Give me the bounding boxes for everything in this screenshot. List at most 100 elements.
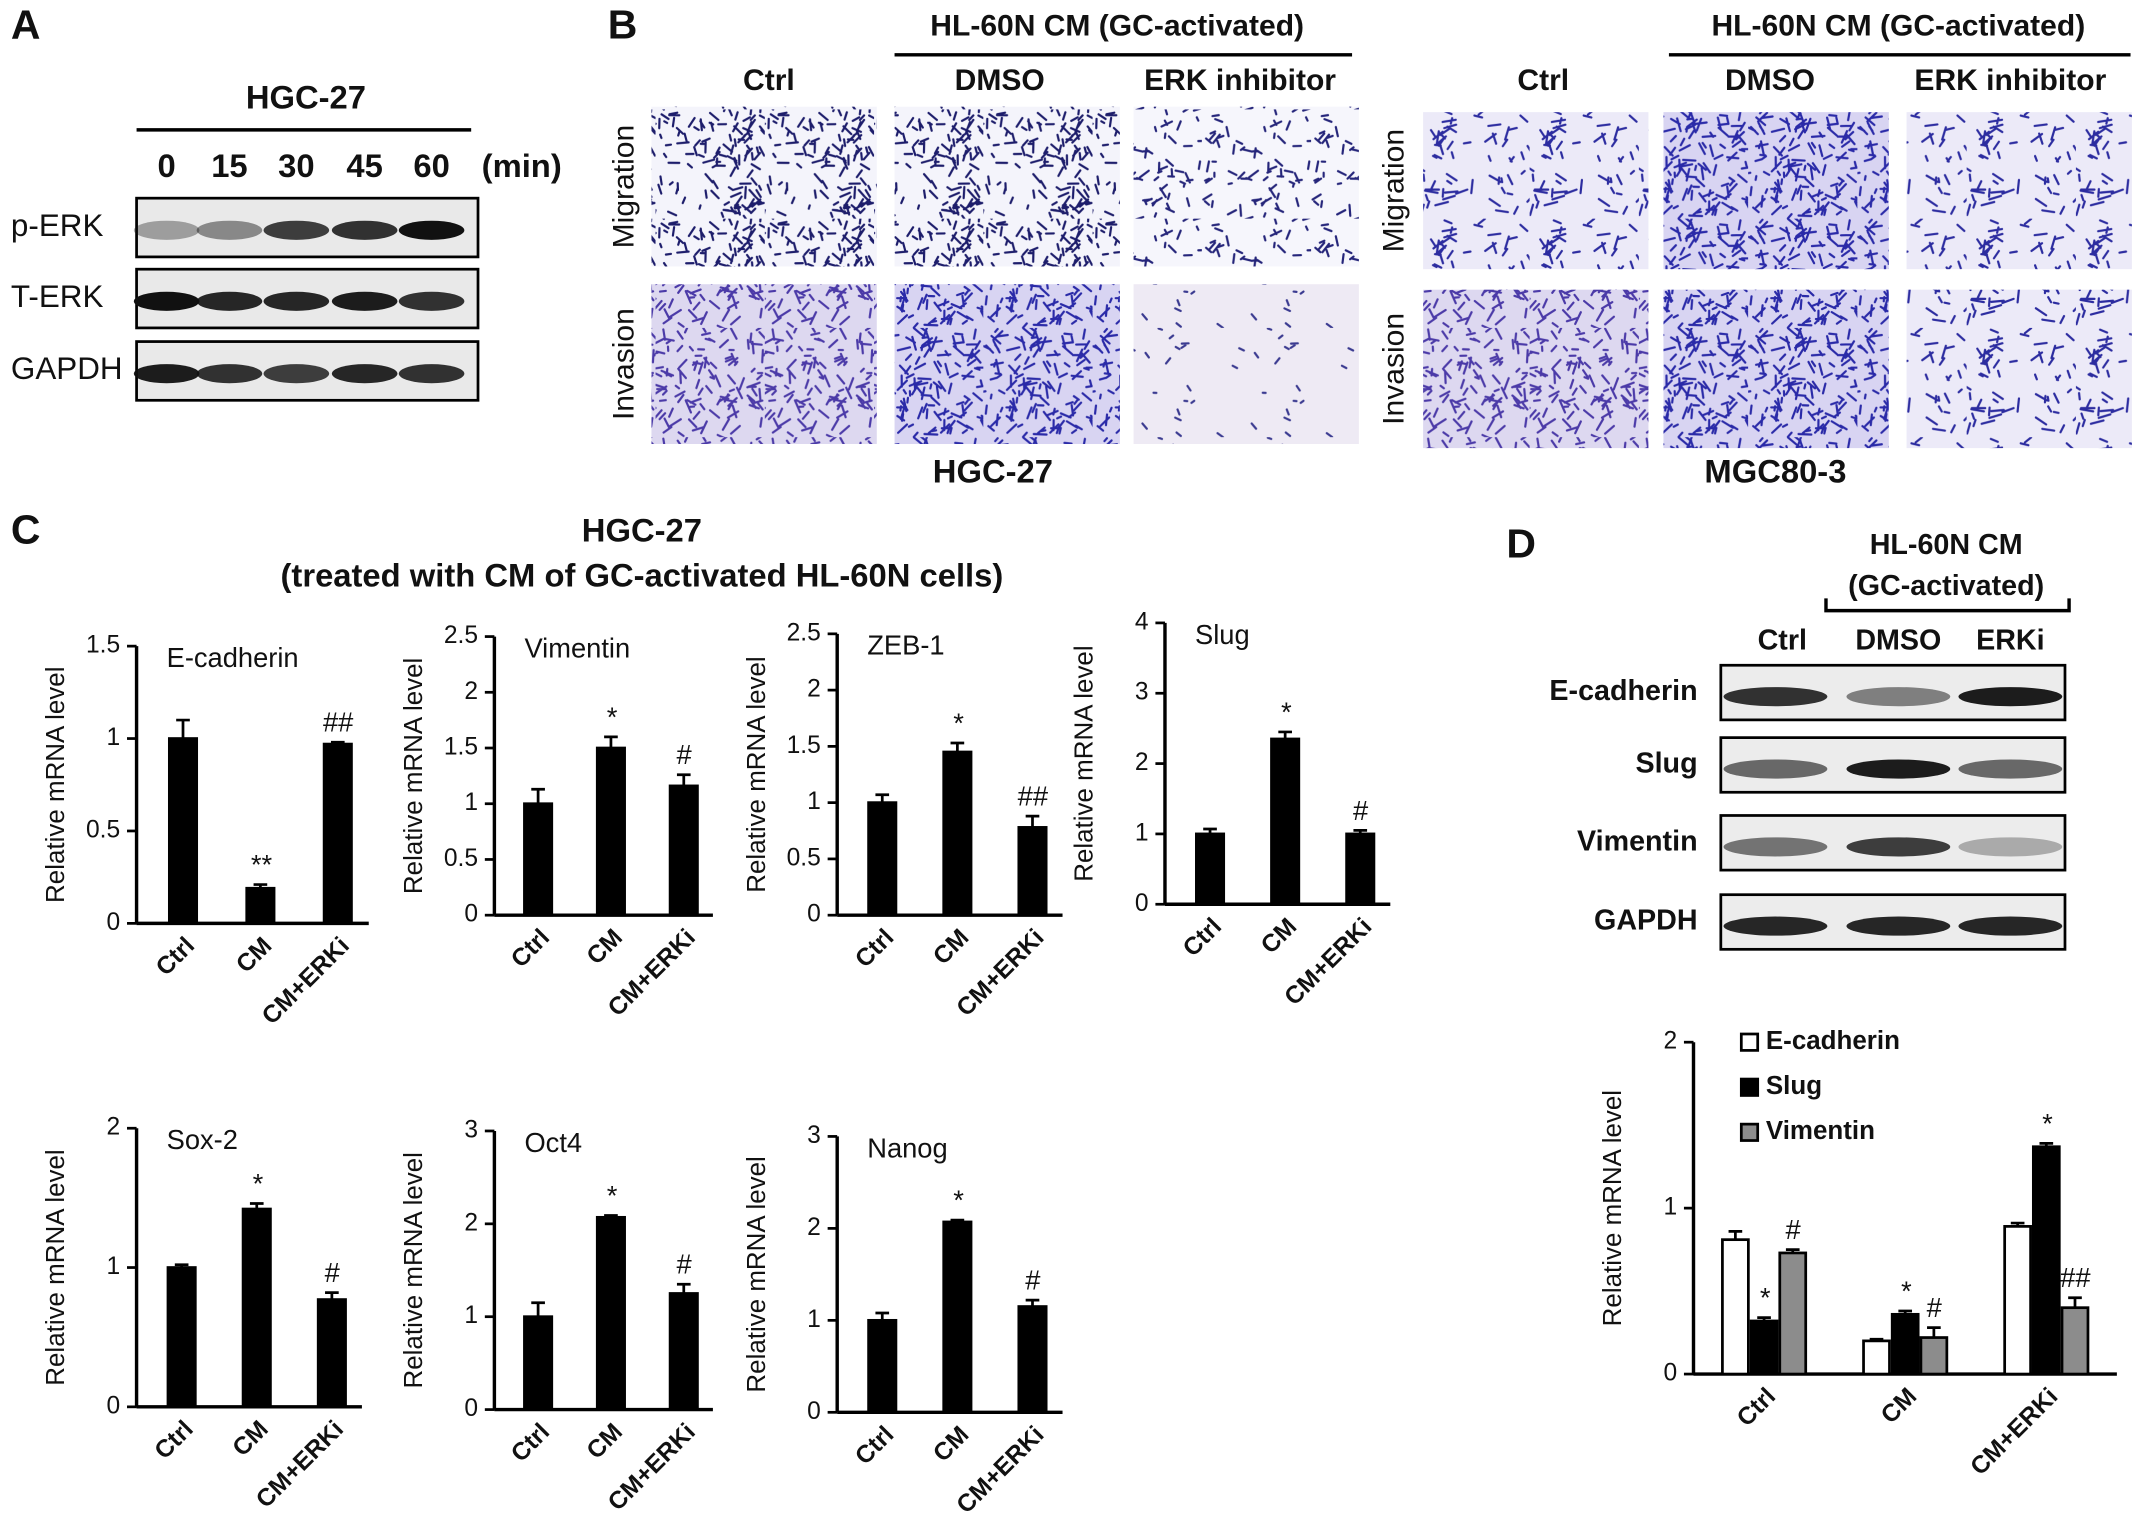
bar [316, 1298, 347, 1409]
y-axis-label: Relative mRNA level [1071, 645, 1099, 881]
y-tick-label: 2 [464, 1209, 478, 1236]
y-tick-label: 0 [807, 1398, 821, 1425]
x-tick-label: CM [231, 932, 277, 978]
micrograph [1906, 112, 2132, 270]
annotation: * [606, 1180, 618, 1211]
x-tick-label: CM [228, 1416, 274, 1462]
annotation: # [1785, 1214, 1801, 1245]
x-tick-label: Ctrl [151, 932, 200, 981]
error-bar [676, 773, 691, 786]
error-bar [174, 1263, 189, 1268]
annotation: * [606, 701, 618, 732]
bar [1017, 826, 1048, 917]
y-tick-label: 2 [1135, 749, 1149, 776]
bar [942, 1220, 973, 1414]
annotation: * [1900, 1275, 1912, 1306]
y-tick-label: 1.5 [787, 732, 821, 759]
group-header: HL-60N CM [1870, 529, 2023, 561]
y-tick-label: 3 [1135, 679, 1149, 706]
annotation: # [1926, 1292, 1942, 1323]
annotation: * [1280, 696, 1292, 727]
group-header: HL-60N CM (GC-activated) [930, 9, 1304, 42]
column-header: DMSO [955, 64, 1045, 97]
error-bar [1278, 730, 1292, 739]
chart-title: Oct4 [524, 1127, 582, 1158]
y-tick-label: 1 [1663, 1194, 1677, 1221]
x-tick-label: Ctrl [1732, 1383, 1781, 1432]
micrograph [894, 106, 1120, 267]
row-label: Migration [607, 125, 640, 249]
x-tick-label: CM [582, 1418, 628, 1464]
chart-title: Slug [1195, 619, 1250, 650]
y-axis-label: Relative mRNA level [42, 1149, 70, 1385]
band [263, 291, 330, 311]
panel-label: A [11, 1, 41, 47]
band [133, 291, 200, 311]
error-bar [249, 1202, 264, 1210]
error-bar [2010, 1221, 2025, 1227]
bar [668, 1292, 699, 1411]
bar [1017, 1305, 1048, 1414]
x-tick-label: Ctrl [850, 1421, 899, 1470]
bar [867, 1318, 898, 1414]
error-bar [2039, 1142, 2054, 1147]
chart-title: Sox-2 [167, 1124, 238, 1155]
y-tick-label: 3 [464, 1116, 478, 1143]
y-tick-label: 0 [807, 901, 821, 928]
y-tick-label: 0 [1663, 1360, 1677, 1387]
error-bar [1025, 1298, 1040, 1307]
y-tick-label: 1 [464, 1302, 478, 1329]
annotation: * [251, 1168, 263, 1199]
band [133, 220, 200, 240]
cell-line: HGC-27 [933, 453, 1053, 490]
band [331, 364, 398, 384]
error-bar [330, 740, 345, 745]
row-label: Invasion [607, 308, 640, 420]
y-tick-label: 1.5 [86, 632, 120, 659]
bar [942, 750, 973, 917]
annotation: * [2041, 1108, 2053, 1139]
error-bar [604, 735, 618, 749]
error-bar [950, 1218, 965, 1222]
bar [322, 742, 353, 925]
annotation: ## [323, 707, 354, 738]
y-tick-label: 1.5 [444, 734, 478, 761]
panel-label: D [1506, 520, 1536, 566]
band [133, 364, 200, 384]
annotation: ## [2060, 1262, 2091, 1293]
error-bar [604, 1214, 618, 1218]
band [1958, 837, 2063, 857]
time-point: 30 [278, 147, 314, 184]
annotation: # [1353, 795, 1369, 826]
bar [595, 1215, 626, 1411]
legend-swatch [1739, 1032, 1760, 1052]
bar [2031, 1145, 2061, 1376]
bar [867, 801, 898, 917]
error-bar [1927, 1326, 1941, 1338]
band [1723, 916, 1828, 936]
band [196, 291, 263, 311]
y-tick-label: 0 [464, 1395, 478, 1422]
column-header: Ctrl [1758, 625, 1807, 657]
error-bar [531, 1301, 545, 1317]
y-tick-label: 0 [107, 909, 121, 936]
band [331, 291, 398, 311]
column-header: ERKi [1976, 625, 2045, 657]
error-bar [1728, 1229, 1743, 1240]
micrograph [1423, 289, 1649, 449]
y-tick-label: 2 [1663, 1028, 1677, 1055]
cell-line: HGC-27 [246, 78, 366, 115]
blot-label: GAPDH [1594, 905, 1698, 937]
cell-line: MGC80-3 [1704, 453, 1846, 490]
x-tick-label: CM [928, 1421, 974, 1467]
blot-label: p-ERK [11, 208, 104, 243]
bar [1890, 1312, 1920, 1376]
error-bar [1025, 814, 1040, 828]
micrograph [651, 284, 877, 445]
x-tick-label: CM+ERKi [1966, 1383, 2064, 1481]
bar [1195, 832, 1226, 906]
row-label: Invasion [1378, 313, 1411, 425]
blot-label: T-ERK [11, 279, 104, 314]
band [1723, 759, 1828, 779]
legend-label: Vimentin [1766, 1117, 1875, 1145]
